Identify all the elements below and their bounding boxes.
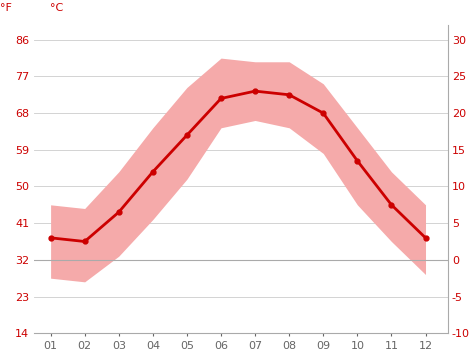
Text: °C: °C — [50, 3, 64, 13]
Text: °F: °F — [0, 3, 12, 13]
